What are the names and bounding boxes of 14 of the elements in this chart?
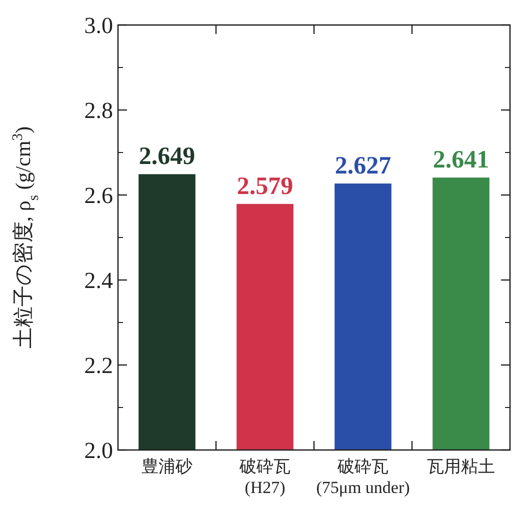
- x-tick-label: 豊浦砂: [142, 457, 192, 476]
- data-label: 2.627: [334, 152, 392, 180]
- data-label: 2.579: [236, 172, 294, 200]
- data-label: 2.641: [432, 146, 490, 174]
- x-tick-label: 破砕瓦 (H27): [238, 457, 290, 497]
- data-label: 2.649: [138, 143, 196, 170]
- y-tick-label: 2.6: [84, 183, 113, 208]
- x-tick-label: 破砕瓦 (75μm under): [316, 457, 410, 497]
- y-tick-label: 2.2: [84, 353, 113, 378]
- y-tick-label: 3.0: [84, 13, 113, 38]
- y-tick-label: 2.4: [84, 268, 114, 293]
- y-tick-label: 2.0: [84, 438, 113, 463]
- x-tick-label: 瓦用粘土: [427, 457, 495, 476]
- y-tick-label: 2.8: [84, 98, 113, 123]
